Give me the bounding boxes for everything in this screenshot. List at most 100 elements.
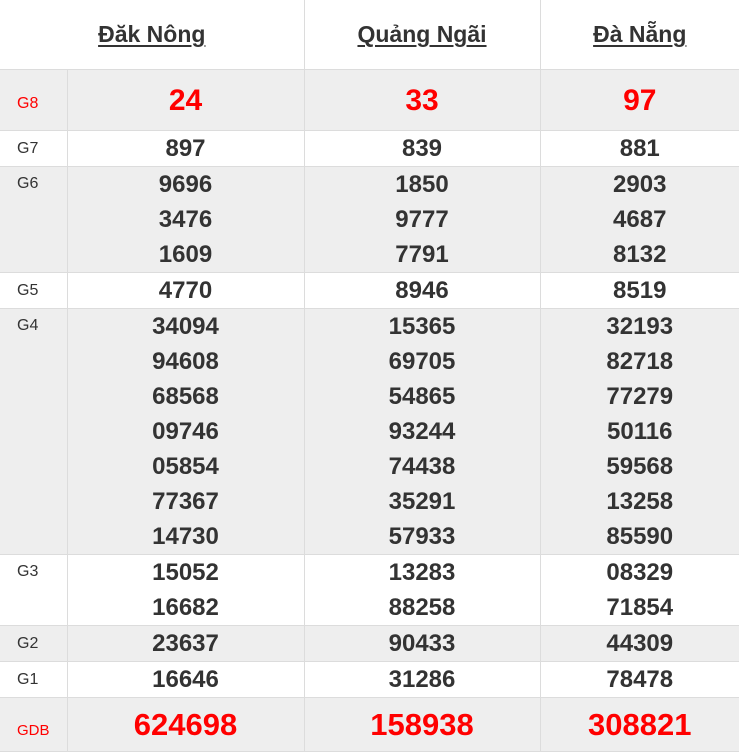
prize-number: 13258 bbox=[541, 484, 739, 519]
header-row: Đăk Nông Quảng Ngãi Đà Nẵng bbox=[0, 0, 739, 70]
prize-number: 308821 bbox=[541, 707, 739, 742]
prize-cell: 90433 bbox=[304, 626, 540, 662]
prize-number: 3476 bbox=[68, 202, 304, 237]
prize-cell: 16646 bbox=[67, 662, 304, 698]
prize-number: 15052 bbox=[68, 555, 304, 590]
prize-number: 74438 bbox=[305, 449, 540, 484]
prize-number: 69705 bbox=[305, 344, 540, 379]
prize-label: G4 bbox=[0, 309, 67, 555]
prize-label: G2 bbox=[0, 626, 67, 662]
prize-number: 15365 bbox=[305, 309, 540, 344]
prize-cell: 24 bbox=[67, 70, 304, 131]
prize-cell: 839 bbox=[304, 131, 540, 167]
prize-number: 33 bbox=[305, 83, 540, 118]
prize-number: 32193 bbox=[541, 309, 739, 344]
prize-cell: 8946 bbox=[304, 273, 540, 309]
prize-cell: 78478 bbox=[540, 662, 739, 698]
prize-number: 8132 bbox=[541, 237, 739, 272]
prize-cell: 33 bbox=[304, 70, 540, 131]
prize-label: GDB bbox=[0, 698, 67, 752]
prize-label: G3 bbox=[0, 555, 67, 626]
prize-cell: 23637 bbox=[67, 626, 304, 662]
prize-number: 13283 bbox=[305, 555, 540, 590]
prize-number: 88258 bbox=[305, 590, 540, 625]
prize-label: G8 bbox=[0, 70, 67, 131]
prize-number: 34094 bbox=[68, 309, 304, 344]
prize-number: 4770 bbox=[68, 273, 304, 308]
prize-number: 59568 bbox=[541, 449, 739, 484]
prize-number: 08329 bbox=[541, 555, 739, 590]
prize-number: 93244 bbox=[305, 414, 540, 449]
prize-cell: 308821 bbox=[540, 698, 739, 752]
prize-number: 839 bbox=[305, 131, 540, 166]
prize-number: 7791 bbox=[305, 237, 540, 272]
prize-cell: 4770 bbox=[67, 273, 304, 309]
prize-number: 78478 bbox=[541, 662, 739, 697]
prize-number: 90433 bbox=[305, 626, 540, 661]
prize-number: 09746 bbox=[68, 414, 304, 449]
prize-number: 05854 bbox=[68, 449, 304, 484]
prize-number: 8946 bbox=[305, 273, 540, 308]
prize-number: 16682 bbox=[68, 590, 304, 625]
prize-number: 77279 bbox=[541, 379, 739, 414]
prize-number: 85590 bbox=[541, 519, 739, 554]
prize-number: 9696 bbox=[68, 167, 304, 202]
prize-cell: 897 bbox=[67, 131, 304, 167]
province-link[interactable]: Quảng Ngãi bbox=[357, 21, 486, 47]
prize-number: 71854 bbox=[541, 590, 739, 625]
prize-number: 158938 bbox=[305, 707, 540, 742]
prize-number: 14730 bbox=[68, 519, 304, 554]
province-header[interactable]: Quảng Ngãi bbox=[304, 0, 540, 70]
prize-number: 1609 bbox=[68, 237, 304, 272]
prize-number: 24 bbox=[68, 83, 304, 118]
prize-number: 97 bbox=[541, 83, 739, 118]
prize-number: 50116 bbox=[541, 414, 739, 449]
prize-number: 881 bbox=[541, 131, 739, 166]
prize-cell: 624698 bbox=[67, 698, 304, 752]
province-header[interactable]: Đà Nẵng bbox=[540, 0, 739, 70]
prize-number: 9777 bbox=[305, 202, 540, 237]
prize-number: 8519 bbox=[541, 273, 739, 308]
prize-number: 77367 bbox=[68, 484, 304, 519]
province-link[interactable]: Đà Nẵng bbox=[593, 21, 686, 47]
prize-number: 23637 bbox=[68, 626, 304, 661]
prize-number: 57933 bbox=[305, 519, 540, 554]
prize-number: 2903 bbox=[541, 167, 739, 202]
prize-label: G7 bbox=[0, 131, 67, 167]
prize-number: 35291 bbox=[305, 484, 540, 519]
prize-number: 82718 bbox=[541, 344, 739, 379]
prize-number: 624698 bbox=[68, 707, 304, 742]
prize-cell: 8519 bbox=[540, 273, 739, 309]
province-header[interactable]: Đăk Nông bbox=[0, 0, 304, 70]
prize-cell: 31286 bbox=[304, 662, 540, 698]
province-link[interactable]: Đăk Nông bbox=[98, 21, 205, 47]
prize-number: 94608 bbox=[68, 344, 304, 379]
prize-cell: 44309 bbox=[540, 626, 739, 662]
prize-number: 54865 bbox=[305, 379, 540, 414]
prize-number: 4687 bbox=[541, 202, 739, 237]
prize-label: G6 bbox=[0, 167, 67, 273]
prize-number: 68568 bbox=[68, 379, 304, 414]
prize-cell: 881 bbox=[540, 131, 739, 167]
prize-number: 16646 bbox=[68, 662, 304, 697]
prize-number: 31286 bbox=[305, 662, 540, 697]
